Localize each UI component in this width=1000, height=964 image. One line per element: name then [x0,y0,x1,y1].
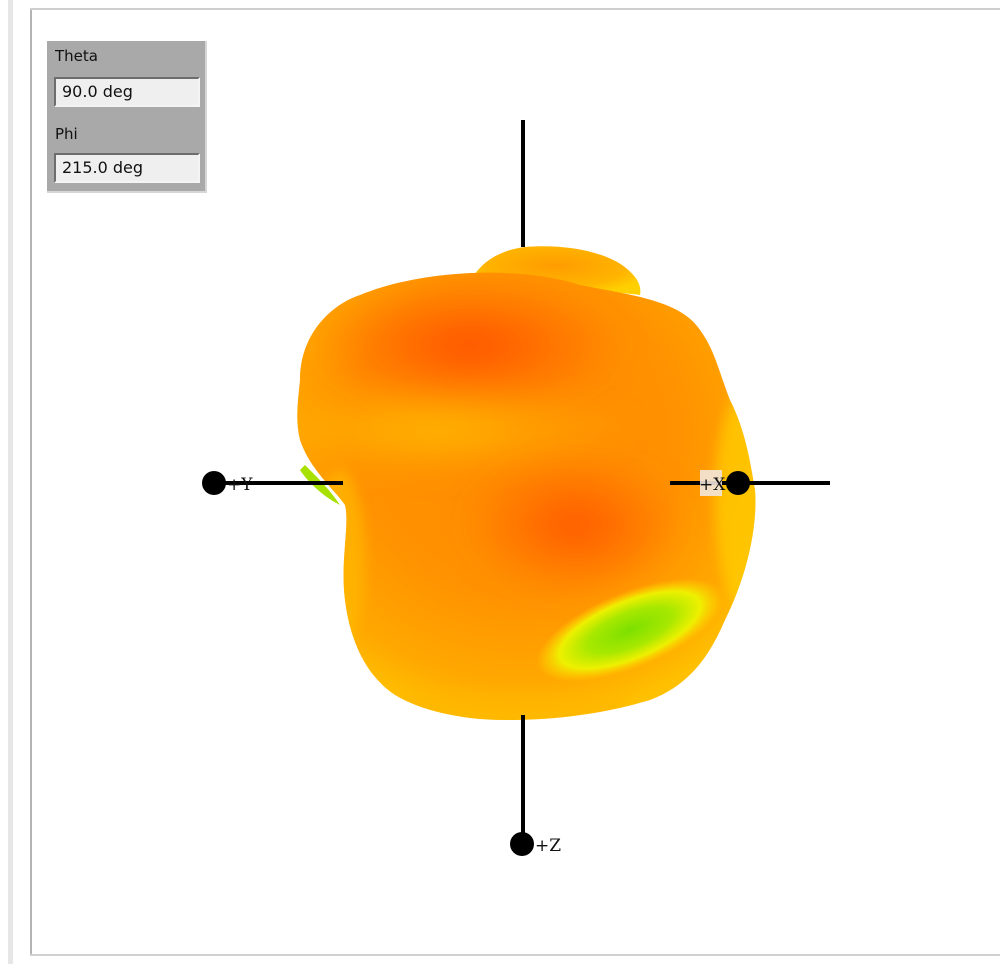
viewport-bottom-edge [30,954,1000,956]
pattern-edge-right [715,390,756,610]
viewport-top-edge [30,8,1000,10]
axis-y-label: +Y [227,475,253,495]
axis-z-label: +Z [535,836,561,856]
axis-x-label-bg [700,470,722,496]
pattern-bottom-rim [370,692,630,720]
axis-x-label: +X [699,475,726,495]
axis-x-marker[interactable] [726,471,750,495]
phi-field[interactable]: 215.0 deg [54,153,200,183]
theta-field[interactable]: 90.0 deg [54,77,200,107]
pattern-green-lobe [536,578,724,682]
pattern-edge-left [315,470,365,650]
phi-label: Phi [55,125,78,143]
view-angle-panel: Theta 90.0 deg Phi 215.0 deg [47,41,207,193]
pattern-peak-center [460,450,690,600]
theta-label: Theta [55,47,98,65]
pattern-peak-top [310,275,630,415]
axis-z-marker[interactable] [510,832,534,856]
window-left-border [8,0,13,964]
viewport-left-edge [30,10,32,956]
pattern-yellow-band [297,385,640,475]
axis-y-marker[interactable] [202,471,226,495]
